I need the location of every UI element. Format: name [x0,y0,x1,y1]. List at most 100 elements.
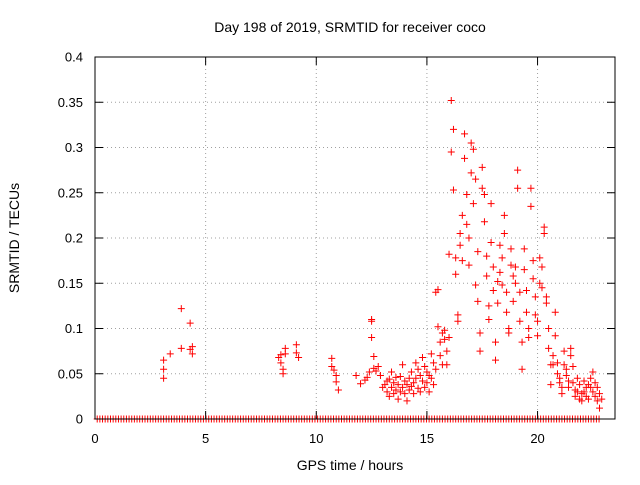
data-point [516,317,524,325]
data-point [399,383,407,391]
data-point [509,272,517,280]
data-point [376,372,384,380]
data-point [388,383,396,391]
data-point [542,293,550,301]
data-point [472,281,480,289]
data-point [507,261,515,269]
data-point [492,356,500,364]
data-points [93,96,606,423]
data-point [394,395,402,403]
data-point [166,350,174,358]
data-point [500,229,508,237]
data-point [469,145,477,153]
data-point [573,374,581,382]
data-point [421,363,429,371]
data-point [573,388,581,396]
data-point [485,302,493,310]
data-point [401,377,409,385]
y-tick-label: 0.3 [65,140,83,155]
data-point [565,377,573,385]
data-point [511,279,519,287]
data-point [538,284,546,292]
data-point [496,268,504,276]
data-point [593,397,601,405]
data-point [498,254,506,262]
x-tick-label: 0 [91,431,98,446]
data-point [480,191,488,199]
data-point [445,334,453,342]
data-point [430,381,438,389]
data-point [514,184,522,192]
data-point [549,352,557,360]
data-point [589,368,597,376]
data-point [427,374,435,382]
y-tick-label: 0.2 [65,231,83,246]
data-point [423,368,431,376]
chart-title: Day 198 of 2019, SRMTID for receiver coc… [214,19,486,35]
data-point [469,200,477,208]
data-point [412,359,420,367]
data-point [587,383,595,391]
data-point [188,350,196,358]
data-point [396,388,404,396]
data-point [567,352,575,360]
data-point [538,263,546,271]
data-point [487,239,495,247]
data-point [472,175,480,183]
data-point [427,350,435,358]
data-point [292,341,300,349]
data-point [507,245,515,253]
data-point [525,334,533,342]
data-point [401,390,409,398]
data-point [449,186,457,194]
data-point [372,367,380,375]
data-point [569,363,577,371]
data-point [365,368,373,376]
data-point [558,383,566,391]
data-point [536,279,544,287]
data-point [587,374,595,382]
data-point [474,297,482,305]
data-point [518,338,526,346]
data-point [370,353,378,361]
data-point [390,390,398,398]
data-point [449,125,457,133]
data-point [363,373,371,381]
data-point [383,388,391,396]
data-point [467,139,475,147]
data-point [534,317,542,325]
data-point [430,359,438,367]
data-point [443,347,451,355]
data-point [474,248,482,256]
data-point [452,254,460,262]
data-point [374,363,382,371]
data-point [454,311,462,319]
data-point [368,317,376,325]
data-point [463,220,471,228]
data-point [436,338,444,346]
data-point [492,338,500,346]
data-point [480,218,488,226]
data-point [410,390,418,398]
data-point [562,365,570,373]
data-point [392,386,400,394]
data-point [410,379,418,387]
data-point [580,377,588,385]
data-point [478,163,486,171]
data-point [403,397,411,405]
data-point [596,390,604,398]
data-point [558,390,566,398]
data-point [545,325,553,332]
data-point [385,392,393,400]
data-point [441,326,449,334]
data-point [447,148,455,156]
data-point [591,392,599,400]
data-point [452,270,460,278]
data-point [392,373,400,381]
data-point [505,325,513,332]
y-tick-label: 0 [76,412,83,427]
data-point [522,286,530,294]
data-point [540,229,548,237]
data-point [560,347,568,355]
data-point [593,383,601,391]
